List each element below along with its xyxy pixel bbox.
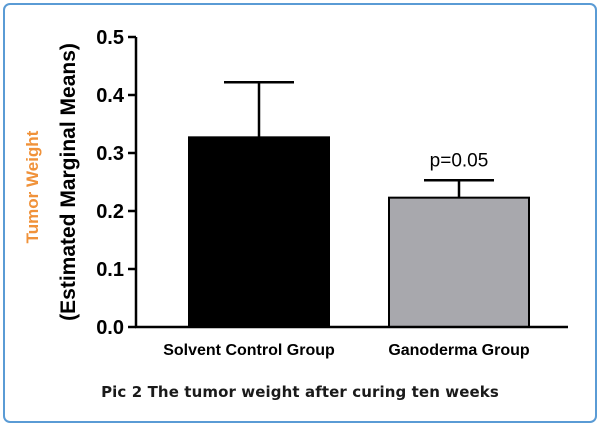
x-tick-labels: Solvent Control Group Ganoderma Group (163, 342, 530, 359)
x-tick-label: Ganoderma Group (388, 342, 530, 359)
y-tick-label: 0.0 (96, 317, 124, 339)
bars (188, 80, 530, 328)
y-axis-label-sub: (Estimated Marginal Means) (57, 43, 80, 321)
bar-0 (188, 136, 330, 328)
y-axis: 0.0 0.1 0.2 0.3 0.4 0.5 (96, 27, 138, 339)
bar-1 (388, 196, 530, 328)
y-tick-label: 0.1 (96, 259, 124, 281)
y-tick-label: 0.5 (96, 27, 124, 49)
y-axis-label-main: Tumor Weight (23, 130, 42, 243)
figure-caption: Pic 2 The tumor weight after curing ten … (101, 383, 499, 401)
y-tick-label: 0.4 (96, 85, 125, 107)
p-value-annotation: p=0.05 (430, 150, 489, 171)
y-tick-label: 0.3 (96, 143, 124, 165)
y-tick-label: 0.2 (96, 201, 124, 223)
y-axis-label-group: (Estimated Marginal Means) Tumor Weight (23, 43, 80, 321)
x-tick-label: Solvent Control Group (163, 342, 335, 359)
